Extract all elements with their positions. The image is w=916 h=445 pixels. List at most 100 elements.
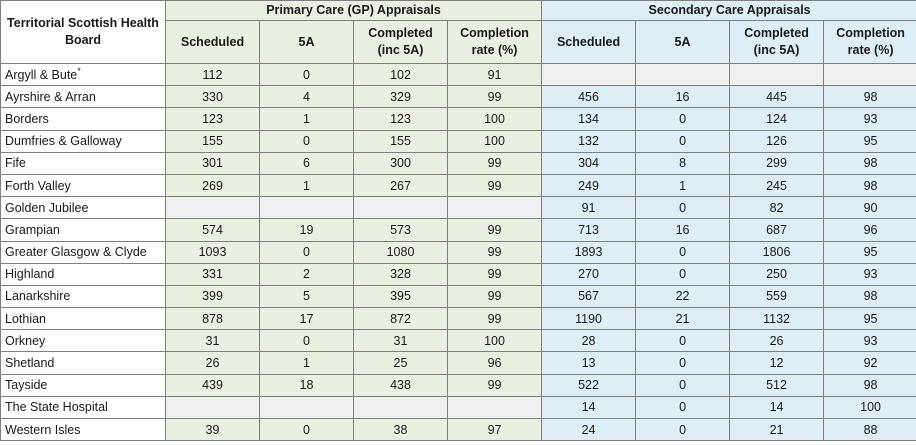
gp-scheduled-cell: 39 xyxy=(165,417,260,442)
board-name-cell: Golden Jubilee xyxy=(0,196,166,220)
board-name-cell: Ayrshire & Arran xyxy=(0,85,166,109)
board-name-cell: Western Isles xyxy=(0,417,166,442)
sc-completion-rate-cell: 98 xyxy=(823,151,916,175)
board-name-cell: Fife xyxy=(0,151,166,175)
sc-completed-cell: 559 xyxy=(729,284,825,309)
gp-scheduled-cell: 112 xyxy=(165,62,260,87)
sc-completion-rate-cell: 96 xyxy=(823,218,916,242)
gp-completed-cell: 1080 xyxy=(353,240,448,264)
sc-5a-cell: 0 xyxy=(635,329,731,353)
table-row: Lothian 878 17 872 99 1190 21 1132 95 xyxy=(0,307,916,331)
sc-5a-cell: 0 xyxy=(635,395,731,420)
gp-5a-cell: 18 xyxy=(259,373,354,397)
gp-completed-cell: 872 xyxy=(353,307,448,331)
gp-empty-cell xyxy=(165,395,260,420)
sc-completion-rate-cell: 98 xyxy=(823,284,916,309)
gp-scheduled-cell: 439 xyxy=(165,373,260,397)
gp-completion-rate-cell: 96 xyxy=(446,351,543,375)
sc-5a-cell: 1 xyxy=(635,173,731,198)
sc-completion-rate-cell: 88 xyxy=(823,417,916,442)
sc-completed-cell: 126 xyxy=(729,129,825,153)
board-name: Borders xyxy=(5,111,49,126)
table-row: Highland 331 2 328 99 270 0 250 93 xyxy=(0,262,916,286)
board-name: Lanarkshire xyxy=(5,289,71,304)
sc-completion-rate-cell: 98 xyxy=(823,85,916,109)
board-name: Forth Valley xyxy=(5,178,71,193)
gp-completion-rate-cell: 100 xyxy=(446,129,543,153)
sc-empty-cell xyxy=(729,62,825,87)
gp-scheduled-cell: 399 xyxy=(165,284,260,309)
gp-completed-cell: 102 xyxy=(353,62,448,87)
primary-care-group-header: Primary Care (GP) Appraisals xyxy=(164,0,543,21)
sc-5a-cell: 22 xyxy=(635,284,731,309)
gp-scheduled-cell: 26 xyxy=(165,351,260,375)
sc-completed-cell: 21 xyxy=(729,417,825,442)
sc-5a-cell: 0 xyxy=(635,373,731,397)
table-row: Argyll & Bute* 112 0 102 91 xyxy=(0,62,916,87)
gp-5a-cell: 6 xyxy=(259,151,354,175)
gp-5a-cell: 0 xyxy=(259,129,354,153)
gp-completion-rate-cell: 99 xyxy=(446,284,543,309)
gp-5a-cell: 17 xyxy=(259,307,354,331)
table-row: The State Hospital 14 0 14 100 xyxy=(0,395,916,420)
sc-scheduled-cell: 13 xyxy=(541,351,637,375)
gp-empty-cell xyxy=(353,395,448,420)
sc-scheduled-cell: 14 xyxy=(541,395,637,420)
gp-5a-header: 5A xyxy=(259,20,354,64)
sc-completion-rate-header: Completion rate (%) xyxy=(823,20,916,64)
header-row-columns: Scheduled 5A Completed (inc 5A) Completi… xyxy=(1,20,916,64)
gp-scheduled-cell: 123 xyxy=(165,107,260,131)
sc-5a-cell: 0 xyxy=(635,240,731,264)
gp-completed-cell: 267 xyxy=(353,173,448,198)
sc-5a-header: 5A xyxy=(635,20,731,64)
sc-completion-rate-cell: 100 xyxy=(823,395,916,420)
gp-completion-rate-cell: 99 xyxy=(446,151,543,175)
board-name-cell: Lothian xyxy=(0,307,166,331)
sc-5a-cell: 16 xyxy=(635,85,731,109)
sc-completion-rate-cell: 93 xyxy=(823,329,916,353)
header-row-groups: Territorial Scottish Health Board Primar… xyxy=(0,0,916,64)
gp-completion-rate-cell: 97 xyxy=(446,417,543,442)
sc-completed-cell: 299 xyxy=(729,151,825,175)
sc-completed-cell: 14 xyxy=(729,395,825,420)
sc-scheduled-cell: 522 xyxy=(541,373,637,397)
sc-completion-rate-cell: 95 xyxy=(823,240,916,264)
gp-completed-cell: 123 xyxy=(353,107,448,131)
board-name: The State Hospital xyxy=(5,400,108,415)
gp-completed-cell: 395 xyxy=(353,284,448,309)
sc-scheduled-cell: 713 xyxy=(541,218,637,242)
sc-scheduled-cell: 456 xyxy=(541,85,637,109)
sc-completed-cell: 687 xyxy=(729,218,825,242)
footnote-marker: * xyxy=(77,65,81,76)
table-row: Grampian 574 19 573 99 713 16 687 96 xyxy=(0,218,916,242)
sc-completed-cell: 82 xyxy=(729,196,825,220)
gp-completed-cell: 438 xyxy=(353,373,448,397)
gp-5a-cell: 0 xyxy=(259,240,354,264)
sc-scheduled-cell: 304 xyxy=(541,151,637,175)
gp-scheduled-cell: 31 xyxy=(165,329,260,353)
gp-completed-cell: 573 xyxy=(353,218,448,242)
board-name: Dumfries & Galloway xyxy=(5,134,122,149)
table-row: Orkney 31 0 31 100 28 0 26 93 xyxy=(0,329,916,353)
gp-scheduled-cell: 155 xyxy=(165,129,260,153)
sc-scheduled-cell: 24 xyxy=(541,417,637,442)
gp-scheduled-header: Scheduled xyxy=(165,20,260,64)
gp-scheduled-cell: 301 xyxy=(165,151,260,175)
sc-empty-cell xyxy=(541,62,637,87)
gp-completion-rate-header: Completion rate (%) xyxy=(446,20,543,64)
gp-completion-rate-cell: 99 xyxy=(446,173,543,198)
gp-scheduled-cell: 331 xyxy=(165,262,260,286)
sc-scheduled-header: Scheduled xyxy=(541,20,637,64)
gp-completed-cell: 25 xyxy=(353,351,448,375)
sc-completion-rate-cell: 92 xyxy=(823,351,916,375)
board-name-cell: The State Hospital xyxy=(0,395,166,420)
board-name: Ayrshire & Arran xyxy=(5,89,96,104)
table-row: Ayrshire & Arran 330 4 329 99 456 16 445 98 xyxy=(0,85,916,109)
sc-5a-cell: 0 xyxy=(635,107,731,131)
gp-5a-cell: 0 xyxy=(259,417,354,442)
sc-scheduled-cell: 132 xyxy=(541,129,637,153)
sc-5a-cell: 0 xyxy=(635,417,731,442)
sc-scheduled-cell: 249 xyxy=(541,173,637,198)
gp-completion-rate-cell: 99 xyxy=(446,262,543,286)
sc-completion-rate-cell: 93 xyxy=(823,107,916,131)
